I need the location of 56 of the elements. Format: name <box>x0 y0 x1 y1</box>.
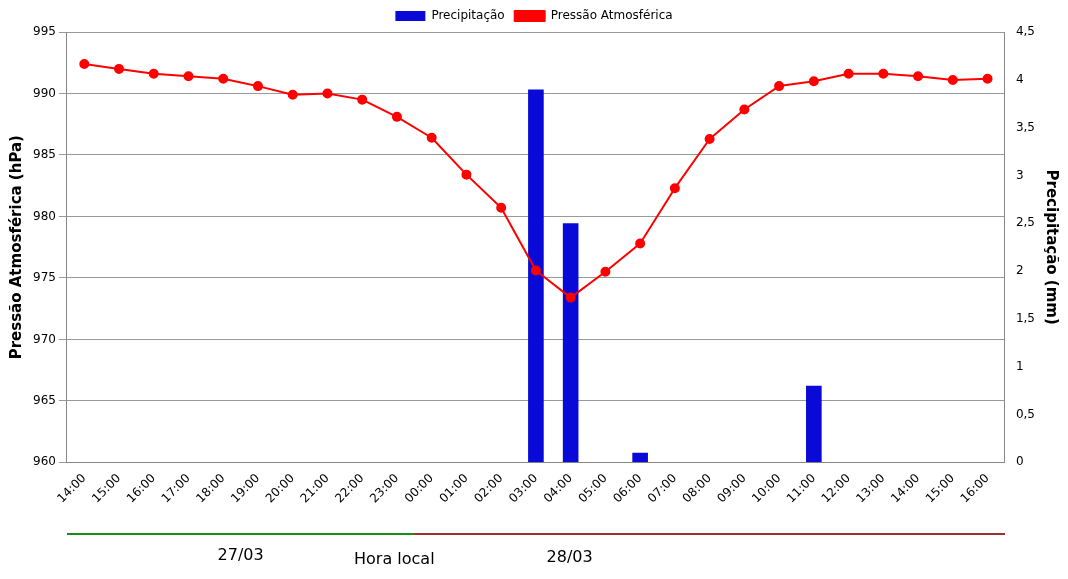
y-tick-label: 960 <box>33 454 56 469</box>
legend-label: Precipitação <box>431 8 505 23</box>
point <box>913 71 924 82</box>
point <box>218 73 229 84</box>
point <box>878 68 889 79</box>
point <box>461 169 472 180</box>
y2-tick-label: 4,5 <box>1015 24 1036 39</box>
text: 28/03 <box>545 547 594 566</box>
y-tick-label: 980 <box>33 208 56 223</box>
point <box>252 81 263 92</box>
point <box>982 73 993 84</box>
y-tick-label: 995 <box>33 24 56 39</box>
y-tick-label: 970 <box>33 331 56 346</box>
y2-tick-label: 4 <box>1015 71 1024 86</box>
point <box>635 238 646 249</box>
point <box>357 94 368 105</box>
y2-tick-label: 3 <box>1015 167 1024 182</box>
point <box>79 58 90 69</box>
bar <box>562 223 579 463</box>
y-axis-title: Pressão Atmosférica (hPa) <box>6 135 25 360</box>
y-tick-label: 985 <box>33 147 56 162</box>
point <box>565 292 576 303</box>
point <box>322 88 333 99</box>
point <box>704 133 715 144</box>
y2-tick-label: 2 <box>1015 263 1024 278</box>
point <box>530 265 541 276</box>
text: 27/03 <box>216 545 265 564</box>
y-tick-label: 975 <box>33 270 56 285</box>
point <box>426 132 437 143</box>
y2-tick-label: 3,5 <box>1015 119 1036 134</box>
bar <box>806 385 822 463</box>
y2-axis-title: Precipitação (mm) <box>1043 169 1062 325</box>
y2-tick-label: 2,5 <box>1015 215 1036 230</box>
point <box>391 111 402 122</box>
point <box>183 71 194 82</box>
point <box>287 89 298 100</box>
point <box>843 68 854 79</box>
point <box>774 81 785 92</box>
x-axis-title: Hora local <box>353 549 436 568</box>
point <box>600 266 611 277</box>
bar <box>528 89 544 463</box>
point <box>947 74 958 85</box>
point <box>148 68 159 79</box>
y2-tick-label: 1 <box>1015 358 1024 373</box>
legend-label: Pressão Atmosférica <box>550 8 673 23</box>
point <box>808 76 819 87</box>
y2-tick-label: 0 <box>1015 454 1024 469</box>
point <box>114 63 125 74</box>
point <box>496 202 507 213</box>
point <box>669 183 680 194</box>
y-tick-label: 990 <box>33 85 56 100</box>
point <box>739 104 750 115</box>
y2-tick-label: 1,5 <box>1015 311 1036 326</box>
bar <box>632 452 648 463</box>
y-tick-label: 965 <box>33 393 56 408</box>
y2-tick-label: 0,5 <box>1015 406 1036 421</box>
